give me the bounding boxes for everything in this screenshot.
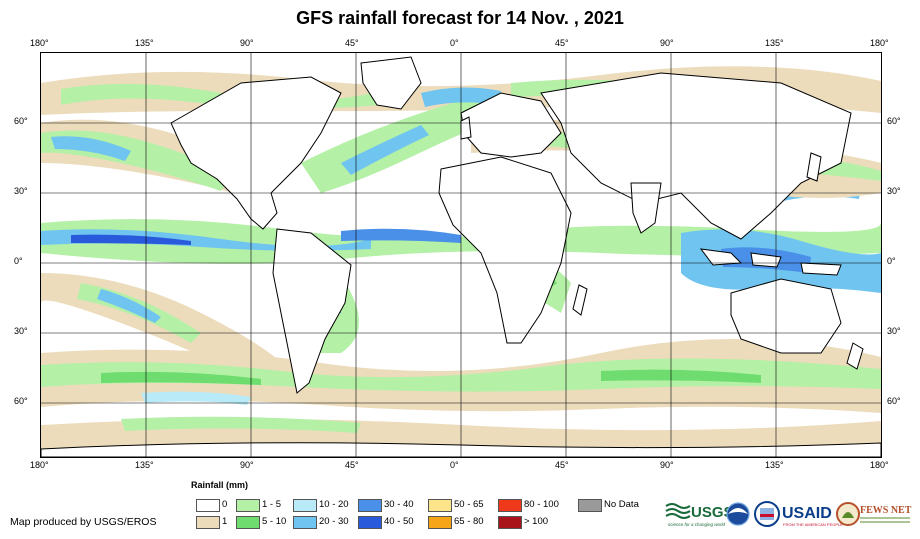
- legend-swatch: [498, 516, 522, 529]
- longitude-label: 45°: [345, 460, 359, 470]
- longitude-label: 180°: [30, 38, 49, 48]
- legend-label: 20 - 30: [319, 516, 349, 527]
- longitude-label: 180°: [30, 460, 49, 470]
- longitude-label: 0°: [450, 38, 459, 48]
- latitude-label: 30°: [887, 186, 901, 196]
- legend-label: 80 - 100: [524, 499, 559, 510]
- legend-label: 1 - 5: [262, 499, 282, 510]
- usgs-logo: USGS science for a changing world: [665, 503, 734, 527]
- map-title: GFS rainfall forecast for 14 Nov. , 2021: [296, 8, 624, 28]
- credit-text: Map produced by USGS/EROS: [10, 516, 157, 528]
- longitude-label: 135°: [765, 38, 784, 48]
- latitude-label: 30°: [14, 326, 28, 336]
- svg-text:USGS: USGS: [691, 504, 734, 521]
- legend-swatch: [358, 499, 382, 512]
- legend-label: 65 - 80: [454, 516, 484, 527]
- longitude-label: 180°: [870, 38, 889, 48]
- legend-label: 5 - 10: [262, 516, 287, 527]
- latitude-label: 30°: [14, 186, 28, 196]
- legend-swatch: [358, 516, 382, 529]
- legend-swatch: [236, 499, 260, 512]
- longitude-label: 45°: [555, 38, 569, 48]
- legend-label: No Data: [604, 499, 639, 510]
- legend-label: 50 - 65: [454, 499, 484, 510]
- legend-label: 0: [222, 499, 228, 510]
- longitude-label: 90°: [660, 460, 674, 470]
- legend-swatch: [196, 516, 220, 529]
- svg-text:science for a changing world: science for a changing world: [668, 522, 726, 527]
- usaid-seal: [754, 501, 780, 527]
- longitude-label: 45°: [345, 38, 359, 48]
- longitude-label: 90°: [240, 38, 254, 48]
- latitude-label: 60°: [887, 116, 901, 126]
- legend-swatch: [293, 499, 317, 512]
- longitude-label: 135°: [765, 460, 784, 470]
- fewsnet-logo: FEWS NET: [836, 502, 912, 526]
- legend-swatch: [293, 516, 317, 529]
- longitude-label: 45°: [555, 460, 569, 470]
- longitude-label: 90°: [660, 38, 674, 48]
- legend-swatch: [196, 499, 220, 512]
- latitude-label: 60°: [14, 396, 28, 406]
- svg-text:USAID: USAID: [782, 505, 832, 522]
- rainfall-map-svg: [41, 53, 881, 457]
- legend-label: 1: [222, 516, 228, 527]
- noaa-logo: [726, 502, 750, 526]
- legend-label: > 100: [524, 516, 549, 527]
- latitude-label: 60°: [887, 396, 901, 406]
- legend-swatch: [428, 499, 452, 512]
- legend-swatch: [498, 499, 522, 512]
- latitude-label: 60°: [14, 116, 28, 126]
- legend-swatch: [578, 499, 602, 512]
- graticule: [41, 53, 881, 457]
- rainfall-map: [40, 52, 882, 458]
- legend-label: 10 - 20: [319, 499, 349, 510]
- latitude-label: 30°: [887, 326, 901, 336]
- usaid-logo: USAID FROM THE AMERICAN PEOPLE: [782, 505, 843, 527]
- longitude-label: 180°: [870, 460, 889, 470]
- svg-text:FEWS NET: FEWS NET: [860, 505, 912, 516]
- legend-label: 40 - 50: [384, 516, 414, 527]
- legend-title: Rainfall (mm): [191, 480, 249, 490]
- longitude-label: 0°: [450, 460, 459, 470]
- legend-label: 30 - 40: [384, 499, 414, 510]
- longitude-label: 135°: [135, 460, 154, 470]
- logos-svg: USGS science for a changing world USAID …: [665, 501, 912, 527]
- latitude-label: 0°: [14, 256, 23, 266]
- longitude-label: 90°: [240, 460, 254, 470]
- svg-text:FROM THE AMERICAN PEOPLE: FROM THE AMERICAN PEOPLE: [783, 522, 843, 527]
- legend-swatch: [428, 516, 452, 529]
- agency-logos: USGS science for a changing world USAID …: [664, 498, 914, 530]
- legend-swatch: [236, 516, 260, 529]
- longitude-label: 135°: [135, 38, 154, 48]
- latitude-label: 0°: [887, 256, 896, 266]
